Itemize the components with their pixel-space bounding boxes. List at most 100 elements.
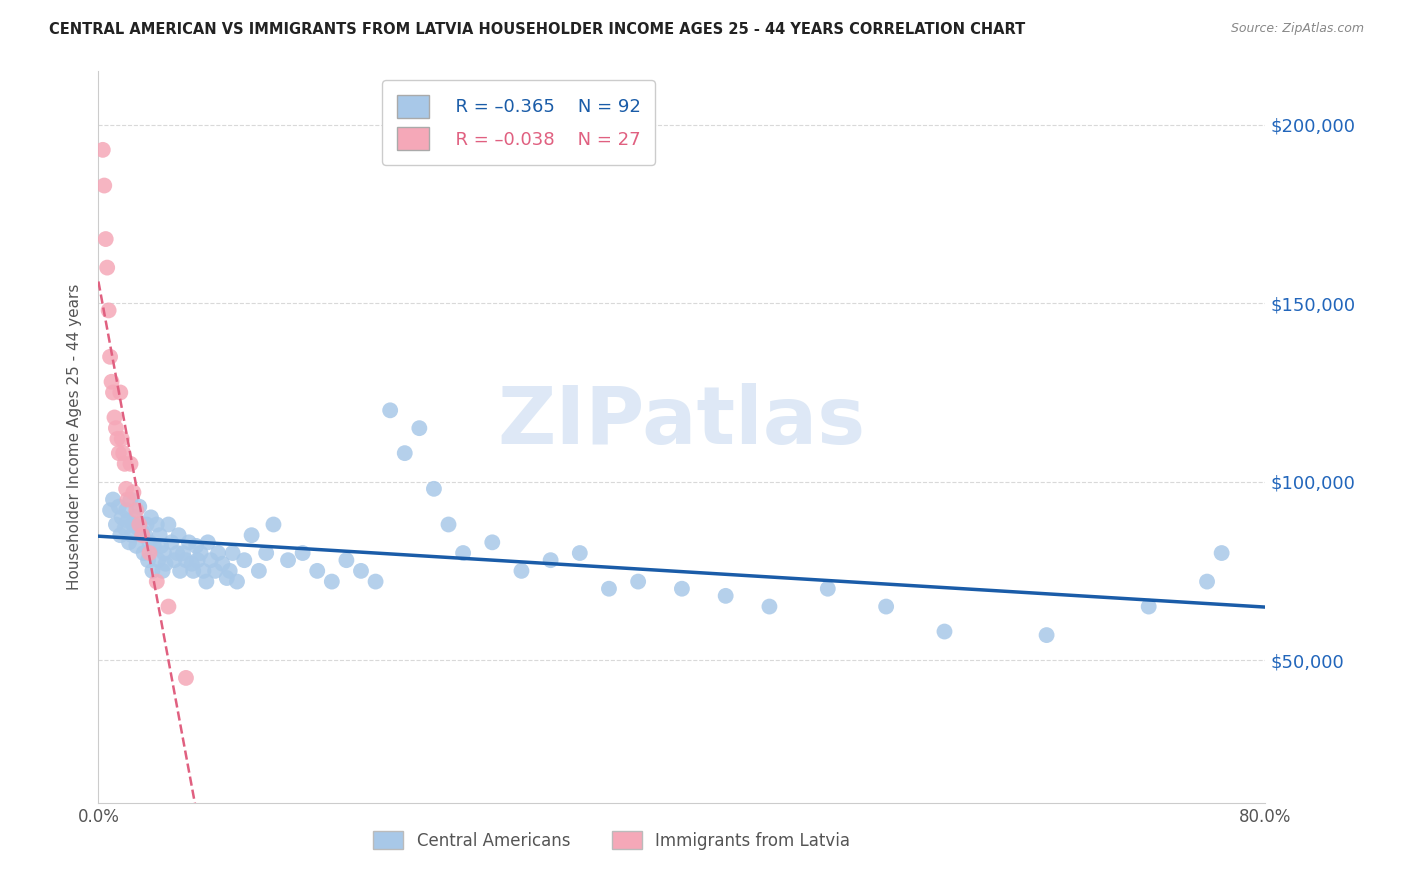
Point [114,457,136,471]
Point [187,553,209,567]
Point [146,517,169,532]
Point [93,178,115,193]
Point [128,500,150,514]
Point [111,510,134,524]
Text: ZIPatlas: ZIPatlas [498,384,866,461]
Point [136,553,159,567]
Point [262,517,284,532]
Point [100,375,122,389]
Point [671,582,693,596]
Point [117,514,139,528]
Point [98,350,121,364]
Point [155,557,177,571]
Point [568,546,591,560]
Point [132,546,155,560]
Point [146,574,169,589]
Point [291,546,314,560]
Point [451,546,474,560]
Point [101,492,124,507]
Point [204,564,226,578]
Point [181,564,204,578]
Point [105,432,128,446]
Point [124,510,146,524]
Point [110,385,132,400]
Point [120,492,142,507]
Point [277,553,299,567]
Point [1195,574,1218,589]
Point [166,546,188,560]
Point [510,564,533,578]
Point [193,564,215,578]
Point [115,482,138,496]
Point [157,599,180,614]
Point [1035,628,1057,642]
Point [1137,599,1160,614]
Point [233,553,256,567]
Point [128,517,150,532]
Point [125,539,148,553]
Point [94,232,117,246]
Point [247,564,270,578]
Point [254,546,277,560]
Point [177,535,200,549]
Point [1211,546,1233,560]
Point [152,564,174,578]
Point [174,553,197,567]
Point [98,503,121,517]
Point [240,528,263,542]
Point [148,553,170,567]
Point [91,143,114,157]
Point [335,553,357,567]
Point [321,574,343,589]
Point [934,624,956,639]
Point [221,546,243,560]
Point [218,564,240,578]
Point [172,546,194,560]
Point [127,521,149,535]
Point [226,574,249,589]
Point [114,521,136,535]
Point [186,539,208,553]
Point [131,524,153,539]
Point [122,517,145,532]
Point [139,510,162,524]
Point [112,446,135,460]
Point [423,482,446,496]
Point [157,517,180,532]
Point [121,528,143,542]
Point [207,546,229,560]
Point [307,564,329,578]
Point [104,517,127,532]
Point [120,457,142,471]
Point [115,503,138,517]
Point [195,574,218,589]
Point [197,535,219,549]
Point [111,432,134,446]
Point [200,553,222,567]
Point [163,553,186,567]
Point [110,528,132,542]
Point [108,500,131,514]
Point [180,557,202,571]
Point [714,589,737,603]
Point [540,553,562,567]
Text: Source: ZipAtlas.com: Source: ZipAtlas.com [1230,22,1364,36]
Point [118,535,141,549]
Point [174,671,197,685]
Point [160,535,183,549]
Text: CENTRAL AMERICAN VS IMMIGRANTS FROM LATVIA HOUSEHOLDER INCOME AGES 25 - 44 YEARS: CENTRAL AMERICAN VS IMMIGRANTS FROM LATV… [49,22,1025,37]
Point [117,492,139,507]
Point [108,446,131,460]
Point [481,535,503,549]
Point [215,571,238,585]
Point [138,546,160,560]
Point [125,503,148,517]
Point [101,385,124,400]
Point [211,557,233,571]
Point [408,421,430,435]
Point [97,303,120,318]
Point [167,528,190,542]
Point [135,517,157,532]
Point [149,528,172,542]
Point [169,564,191,578]
